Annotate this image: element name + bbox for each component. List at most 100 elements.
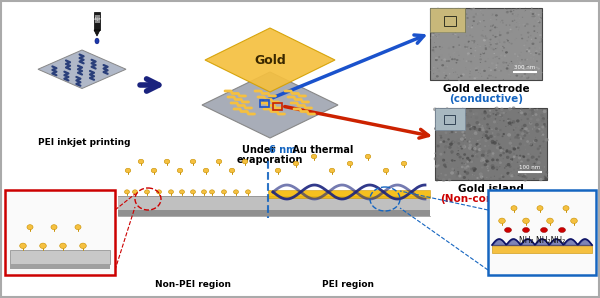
- Bar: [10, 250, 110, 264]
- Ellipse shape: [508, 150, 512, 154]
- Ellipse shape: [492, 26, 493, 27]
- Ellipse shape: [494, 158, 495, 159]
- Ellipse shape: [463, 129, 464, 130]
- Ellipse shape: [437, 175, 439, 177]
- Ellipse shape: [533, 163, 536, 164]
- Ellipse shape: [468, 41, 469, 43]
- Ellipse shape: [20, 243, 26, 249]
- Ellipse shape: [472, 40, 475, 42]
- Ellipse shape: [496, 140, 498, 142]
- Ellipse shape: [495, 42, 497, 43]
- Ellipse shape: [482, 176, 483, 177]
- Ellipse shape: [463, 30, 464, 31]
- Ellipse shape: [457, 52, 459, 53]
- Ellipse shape: [466, 174, 467, 175]
- Ellipse shape: [311, 154, 317, 159]
- Ellipse shape: [481, 178, 484, 181]
- Ellipse shape: [507, 71, 509, 72]
- Ellipse shape: [487, 77, 488, 79]
- Ellipse shape: [448, 138, 450, 140]
- Ellipse shape: [538, 68, 540, 70]
- Text: Gold island: Gold island: [458, 184, 524, 194]
- Ellipse shape: [484, 26, 486, 27]
- Ellipse shape: [523, 130, 526, 133]
- Ellipse shape: [532, 70, 534, 71]
- Polygon shape: [205, 28, 335, 92]
- Ellipse shape: [464, 21, 465, 22]
- Ellipse shape: [454, 160, 455, 162]
- Ellipse shape: [505, 45, 506, 47]
- Ellipse shape: [523, 179, 527, 181]
- Ellipse shape: [133, 190, 137, 194]
- Ellipse shape: [434, 157, 437, 161]
- Ellipse shape: [489, 42, 491, 43]
- Ellipse shape: [535, 52, 538, 54]
- Ellipse shape: [499, 114, 501, 116]
- Ellipse shape: [539, 11, 542, 13]
- Ellipse shape: [512, 20, 514, 22]
- Ellipse shape: [475, 134, 476, 135]
- Ellipse shape: [448, 178, 451, 181]
- Ellipse shape: [490, 19, 491, 20]
- Ellipse shape: [545, 171, 548, 173]
- Ellipse shape: [499, 32, 500, 33]
- Ellipse shape: [496, 159, 499, 161]
- Ellipse shape: [523, 45, 526, 46]
- Ellipse shape: [523, 156, 525, 158]
- Ellipse shape: [437, 63, 438, 64]
- Ellipse shape: [466, 165, 469, 168]
- Ellipse shape: [514, 24, 515, 25]
- Ellipse shape: [528, 37, 529, 38]
- Ellipse shape: [473, 40, 475, 42]
- Ellipse shape: [526, 124, 527, 125]
- Ellipse shape: [541, 41, 542, 42]
- Ellipse shape: [536, 51, 538, 52]
- Ellipse shape: [465, 14, 467, 15]
- Ellipse shape: [496, 56, 497, 57]
- Ellipse shape: [523, 110, 526, 112]
- Ellipse shape: [446, 20, 449, 22]
- Ellipse shape: [535, 158, 538, 161]
- Polygon shape: [38, 50, 126, 89]
- Text: Under: Under: [242, 145, 279, 155]
- Ellipse shape: [476, 71, 478, 72]
- Ellipse shape: [520, 137, 523, 140]
- Ellipse shape: [518, 156, 521, 159]
- Ellipse shape: [542, 117, 545, 120]
- Ellipse shape: [482, 134, 485, 137]
- Ellipse shape: [530, 53, 532, 54]
- Ellipse shape: [531, 156, 535, 159]
- Ellipse shape: [520, 129, 523, 131]
- Ellipse shape: [437, 129, 440, 131]
- Ellipse shape: [524, 59, 527, 60]
- Ellipse shape: [517, 162, 518, 163]
- Ellipse shape: [505, 51, 508, 53]
- Ellipse shape: [481, 34, 483, 36]
- Ellipse shape: [485, 48, 487, 50]
- Ellipse shape: [457, 114, 460, 118]
- Ellipse shape: [517, 147, 520, 149]
- Text: evaporation: evaporation: [237, 155, 303, 165]
- Ellipse shape: [571, 218, 577, 224]
- Ellipse shape: [541, 119, 544, 122]
- Ellipse shape: [529, 122, 532, 125]
- Ellipse shape: [490, 114, 491, 115]
- Ellipse shape: [502, 61, 505, 64]
- Ellipse shape: [455, 114, 458, 116]
- Ellipse shape: [488, 46, 491, 48]
- Ellipse shape: [457, 36, 460, 38]
- Ellipse shape: [471, 159, 475, 163]
- Ellipse shape: [521, 75, 523, 77]
- Ellipse shape: [478, 128, 482, 131]
- Ellipse shape: [538, 128, 541, 130]
- Ellipse shape: [487, 77, 489, 79]
- Ellipse shape: [498, 58, 500, 59]
- Ellipse shape: [525, 149, 526, 150]
- Ellipse shape: [445, 109, 446, 110]
- Ellipse shape: [464, 139, 466, 140]
- Text: 100 nm: 100 nm: [520, 165, 541, 170]
- Ellipse shape: [505, 112, 506, 113]
- Ellipse shape: [469, 144, 472, 147]
- Ellipse shape: [439, 67, 440, 68]
- Ellipse shape: [477, 44, 478, 45]
